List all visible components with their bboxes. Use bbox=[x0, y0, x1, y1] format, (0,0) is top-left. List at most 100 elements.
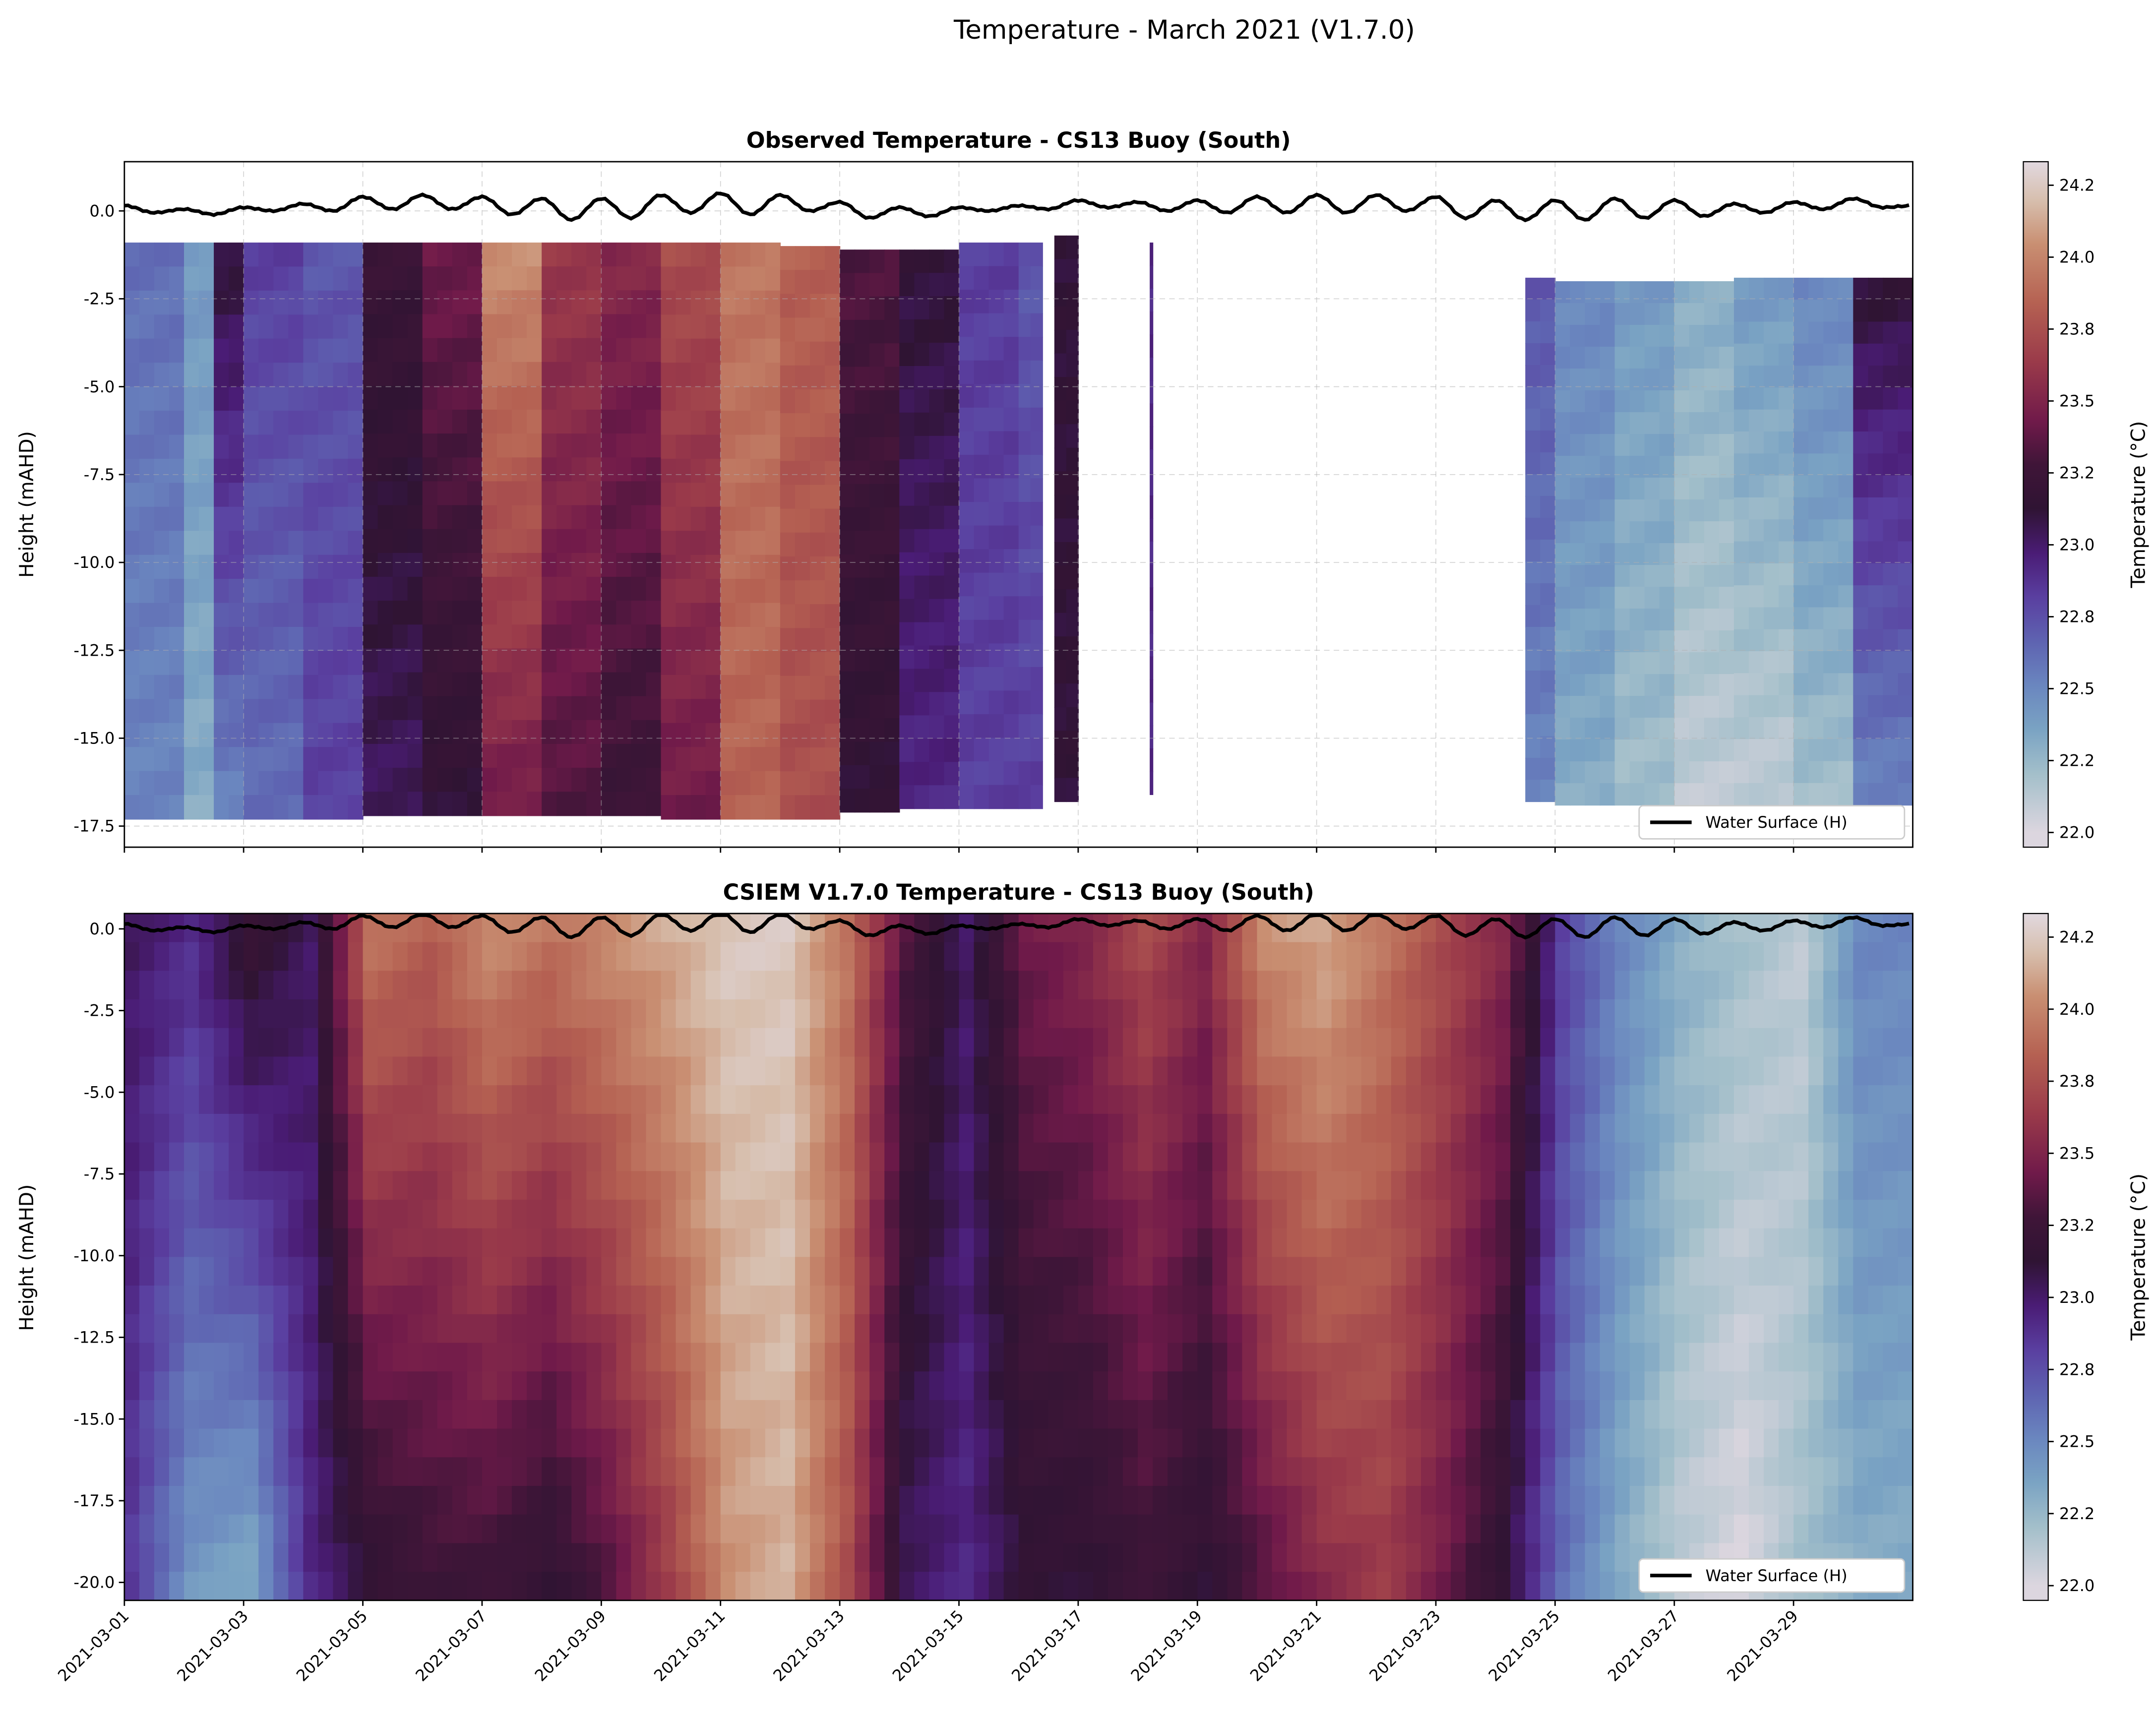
heatmap-cell bbox=[1704, 630, 1720, 653]
heatmap-cell bbox=[333, 675, 349, 700]
heatmap-cell bbox=[661, 290, 677, 315]
heatmap-cell bbox=[1733, 1371, 1750, 1401]
heatmap-cell bbox=[616, 1572, 632, 1601]
heatmap-cell bbox=[348, 971, 364, 1000]
heatmap-cell bbox=[1883, 541, 1899, 564]
heatmap-cell bbox=[1733, 519, 1750, 542]
heatmap-cell bbox=[1555, 499, 1571, 522]
heatmap-cell bbox=[869, 1113, 885, 1143]
heatmap-cell bbox=[690, 411, 706, 435]
heatmap-cell bbox=[1659, 1085, 1675, 1114]
heatmap-cell bbox=[1033, 1286, 1049, 1315]
heatmap-cell bbox=[1764, 1286, 1780, 1315]
heatmap-cell bbox=[1525, 605, 1541, 628]
heatmap-cell bbox=[899, 1085, 915, 1114]
heatmap-cell bbox=[1212, 1514, 1228, 1544]
heatmap-cell bbox=[1540, 1257, 1556, 1287]
heatmap-cell bbox=[959, 690, 975, 715]
heatmap-cell bbox=[1093, 1056, 1109, 1086]
heatmap-cell bbox=[1054, 754, 1067, 779]
heatmap-cell bbox=[1570, 390, 1586, 413]
heatmap-cell bbox=[974, 313, 989, 338]
heatmap-cell bbox=[169, 434, 185, 460]
heatmap-cell bbox=[661, 1199, 677, 1229]
heatmap-cell bbox=[810, 1171, 826, 1201]
heatmap-cell bbox=[944, 343, 960, 367]
heatmap-cell bbox=[1525, 1228, 1541, 1258]
heatmap-cell bbox=[452, 410, 468, 434]
heatmap-cell bbox=[735, 999, 751, 1029]
heatmap-cell bbox=[884, 1514, 900, 1544]
heatmap-cell bbox=[1883, 783, 1899, 806]
heatmap-cell bbox=[825, 1199, 841, 1229]
heatmap-cell bbox=[810, 461, 826, 486]
heatmap-cell bbox=[333, 1028, 349, 1057]
heatmap-cell bbox=[303, 723, 319, 748]
heatmap-cell bbox=[840, 484, 856, 508]
heatmap-cell bbox=[407, 1343, 423, 1372]
heatmap-cell bbox=[631, 553, 647, 578]
heatmap-cell bbox=[1287, 1171, 1302, 1201]
heatmap-cell bbox=[720, 723, 736, 748]
heatmap-cell bbox=[1659, 739, 1675, 762]
heatmap-cell bbox=[1644, 565, 1660, 588]
heatmap-cell bbox=[1150, 403, 1154, 428]
heatmap-cell bbox=[661, 1085, 677, 1114]
heatmap-cell bbox=[124, 338, 140, 364]
heatmap-cell bbox=[1003, 596, 1019, 620]
heatmap-cell bbox=[1257, 1314, 1273, 1344]
heatmap-cell bbox=[1272, 1428, 1288, 1458]
heatmap-cell bbox=[840, 1371, 856, 1401]
heatmap-cell bbox=[720, 1199, 736, 1229]
heatmap-cell bbox=[1704, 303, 1720, 326]
heatmap-cell bbox=[1510, 1199, 1526, 1229]
heatmap-cell bbox=[676, 338, 691, 364]
heatmap-cell bbox=[392, 971, 408, 1000]
heatmap-cell bbox=[214, 971, 230, 1000]
heatmap-cell bbox=[1436, 1113, 1452, 1143]
heatmap-cell bbox=[601, 1371, 617, 1401]
heatmap-cell bbox=[1093, 1428, 1109, 1458]
heatmap-cell bbox=[1018, 1028, 1034, 1057]
heatmap-cell bbox=[229, 699, 245, 724]
heatmap-cell bbox=[333, 1085, 349, 1114]
heatmap-cell bbox=[661, 554, 677, 580]
heatmap-cell bbox=[452, 624, 468, 649]
heatmap-cell bbox=[899, 319, 915, 344]
heatmap-cell bbox=[1391, 1514, 1407, 1544]
heatmap-cell bbox=[303, 434, 319, 460]
heatmap-cell bbox=[690, 723, 706, 748]
heatmap-cell bbox=[988, 407, 1004, 432]
heatmap-cell bbox=[661, 1485, 677, 1515]
heatmap-cell bbox=[154, 942, 170, 972]
heatmap-cell bbox=[273, 675, 289, 700]
heatmap-cell bbox=[542, 624, 557, 649]
heatmap-cell bbox=[616, 1228, 632, 1258]
heatmap-cell bbox=[601, 942, 617, 972]
heatmap-cell bbox=[407, 1199, 423, 1229]
heatmap-cell bbox=[720, 506, 736, 532]
heatmap-cell bbox=[556, 1056, 572, 1086]
heatmap-cell bbox=[1048, 942, 1064, 972]
heatmap-cell bbox=[184, 603, 200, 628]
heatmap-cell bbox=[840, 1457, 856, 1487]
heatmap-cell bbox=[1451, 1085, 1467, 1114]
heatmap-cell bbox=[1674, 739, 1690, 762]
heatmap-cell bbox=[1614, 1286, 1630, 1315]
heatmap-cell bbox=[1018, 596, 1031, 620]
heatmap-cell bbox=[840, 765, 856, 790]
heatmap-cell bbox=[407, 385, 423, 411]
heatmap-cell bbox=[229, 1171, 245, 1201]
heatmap-cell bbox=[288, 531, 304, 555]
heatmap-cell bbox=[467, 266, 483, 291]
y-tick-label: -7.5 bbox=[84, 465, 115, 484]
heatmap-cell bbox=[571, 1457, 587, 1487]
heatmap-cell bbox=[437, 971, 453, 1000]
heatmap-cell bbox=[556, 553, 572, 578]
heatmap-cell bbox=[825, 1572, 841, 1601]
heatmap-cell bbox=[199, 1028, 215, 1057]
heatmap-cell bbox=[690, 626, 706, 652]
heatmap-cell bbox=[988, 290, 1004, 314]
heatmap-cell bbox=[333, 338, 349, 364]
heatmap-cell bbox=[1838, 519, 1854, 542]
